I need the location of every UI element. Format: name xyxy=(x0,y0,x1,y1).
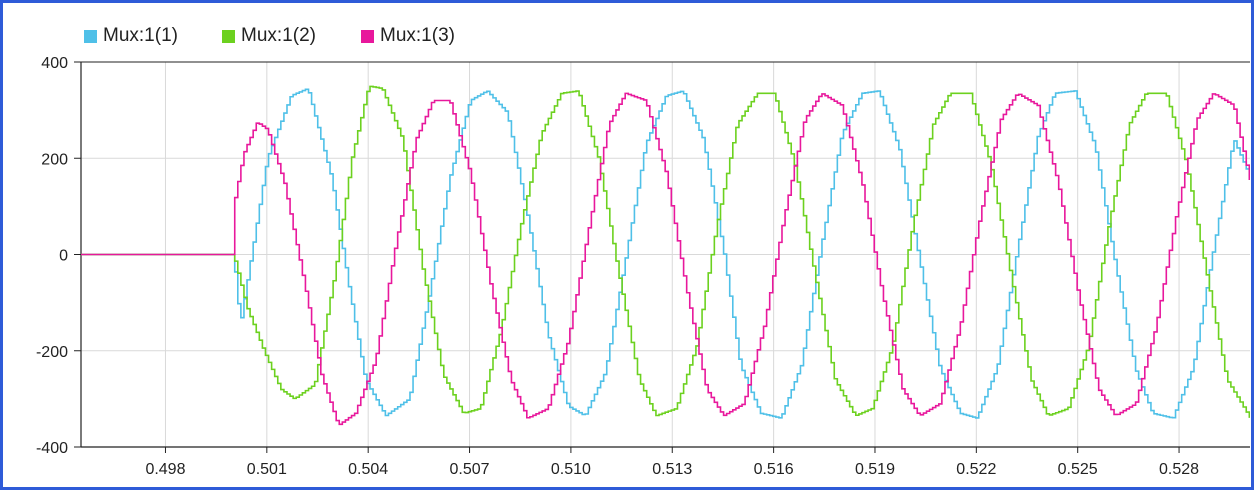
x-tick-label: 0.519 xyxy=(855,461,895,478)
legend-label-series-3: Mux:1(3) xyxy=(380,25,455,46)
series-line-3 xyxy=(81,92,1250,426)
legend-label-series-2: Mux:1(2) xyxy=(241,25,316,46)
legend-item-series-2[interactable]: Mux:1(2) xyxy=(222,24,316,48)
x-tick-label: 0.510 xyxy=(551,461,591,478)
x-tick-label: 0.525 xyxy=(1058,461,1098,478)
x-tick-label: 0.513 xyxy=(652,461,692,478)
x-tick-label: 0.507 xyxy=(450,461,490,478)
x-tick-label: 0.501 xyxy=(247,461,287,478)
x-tick-label: 0.498 xyxy=(145,461,185,478)
legend-item-series-1[interactable]: Mux:1(1) xyxy=(84,24,178,48)
legend-label-series-1: Mux:1(1) xyxy=(103,25,178,46)
y-tick-label: 400 xyxy=(41,55,68,72)
y-tick-label: -400 xyxy=(36,440,68,457)
series-line-1 xyxy=(81,88,1250,419)
x-tick-label: 0.522 xyxy=(956,461,996,478)
legend-swatch-series-3 xyxy=(361,29,374,43)
series-line-2 xyxy=(81,85,1250,418)
x-tick-label: 0.516 xyxy=(754,461,794,478)
y-tick-label: 200 xyxy=(41,151,68,168)
x-tick-label: 0.528 xyxy=(1159,461,1199,478)
x-tick-label: 0.504 xyxy=(348,461,388,478)
legend-swatch-series-1 xyxy=(84,29,97,43)
y-tick-label: -200 xyxy=(36,344,68,361)
legend-item-series-3[interactable]: Mux:1(3) xyxy=(361,24,455,48)
legend-swatch-series-2 xyxy=(222,29,235,43)
y-tick-label: 0 xyxy=(59,248,68,265)
